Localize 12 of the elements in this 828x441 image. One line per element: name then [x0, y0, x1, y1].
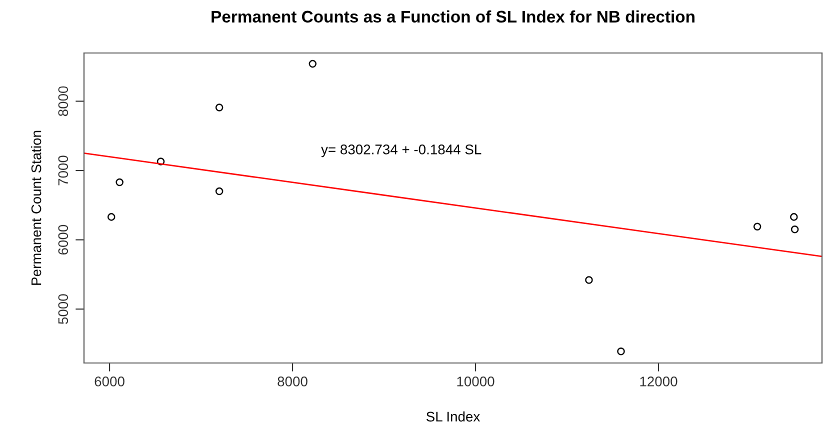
x-axis-title: SL Index	[426, 411, 480, 422]
y-tick-label: 6000	[58, 224, 68, 255]
x-tick-label: 10000	[457, 376, 494, 386]
y-tick-label: 8000	[58, 86, 68, 116]
x-tick-label: 12000	[640, 376, 678, 386]
y-tick-label: 7000	[58, 156, 68, 186]
y-axis-title: Permanent Count Station	[31, 130, 42, 285]
y-tick-label: 5000	[58, 294, 68, 324]
x-tick-label: 8000	[278, 376, 308, 386]
x-tick-label: 6000	[94, 376, 124, 386]
chart-title: Permanent Counts as a Function of SL Index for NB direction	[212, 10, 694, 23]
annotation: y= 8302.734 + -0.1844 SL	[321, 144, 482, 158]
